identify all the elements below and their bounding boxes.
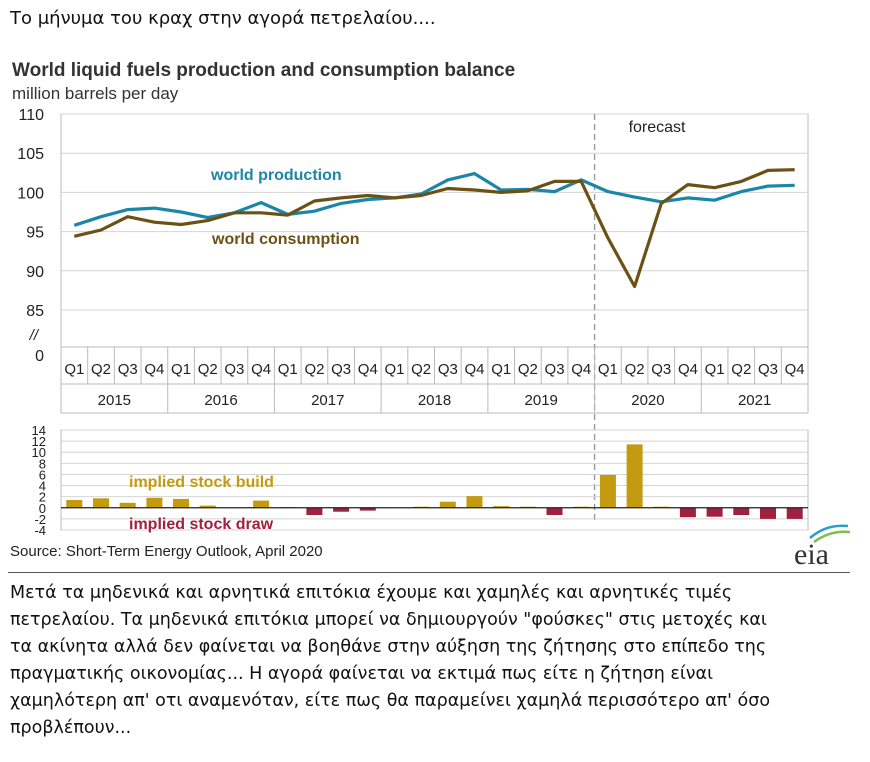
stock-bar <box>760 507 776 519</box>
eia-logo-text: eia <box>794 538 829 570</box>
stock-bar <box>253 500 270 508</box>
year-tick-label: 2021 <box>738 392 771 409</box>
quarter-tick-label: Q3 <box>651 361 671 378</box>
stock-bar <box>706 507 723 517</box>
quarter-tick-label: Q1 <box>171 361 191 378</box>
quarter-tick-label: Q1 <box>705 361 725 378</box>
post-body-line: προβλέπουν... <box>10 718 132 738</box>
world-production-line <box>73 172 795 227</box>
quarter-tick-label: Q3 <box>545 361 565 378</box>
quarter-tick-label: Q4 <box>571 361 591 378</box>
quarter-tick-label: Q4 <box>785 361 805 378</box>
quarter-tick-label: Q1 <box>384 361 404 378</box>
y-tick-label: 110 <box>18 107 44 124</box>
bar-y-tick-label: 0 <box>39 501 46 516</box>
stock-bar <box>359 507 376 511</box>
quarter-tick-label: Q3 <box>224 361 244 378</box>
bar-y-tick-label: 14 <box>32 423 46 438</box>
quarter-tick-label: Q2 <box>411 361 431 378</box>
bar-y-tick-label: -4 <box>34 523 46 538</box>
year-tick-label: 2018 <box>418 392 451 409</box>
post-body-line: πετρελαίου. Τα μηδενικά επιτόκια μπορεί … <box>10 610 767 630</box>
post-body-line: τα ακίνητα αλλά δεν φαίνεται να βοηθάνε … <box>10 637 767 657</box>
year-tick-label: 2019 <box>525 392 558 409</box>
quarter-tick-label: Q4 <box>251 361 271 378</box>
axis-break-mark: // <box>29 327 40 344</box>
eia-logo-arc-1 <box>809 524 849 539</box>
series-label-production: world production <box>210 167 342 184</box>
legend-stock-draw: implied stock draw <box>129 516 274 533</box>
quarter-tick-label: Q3 <box>758 361 778 378</box>
stock-bar <box>733 507 750 515</box>
stock-bar <box>786 507 803 519</box>
quarter-tick-label: Q4 <box>678 361 698 378</box>
post-body-line: χαμηλότερη απ' οτι αναμενόταν, είτε πως … <box>10 691 771 711</box>
stock-bar <box>199 505 216 508</box>
stock-bar <box>93 498 109 508</box>
quarter-tick-label: Q2 <box>518 361 538 378</box>
quarter-tick-label: Q1 <box>598 361 618 378</box>
eia-logo: eia <box>794 524 851 570</box>
stock-bar <box>146 497 163 508</box>
quarter-tick-label: Q3 <box>118 361 138 378</box>
year-tick-label: 2017 <box>311 392 344 409</box>
quarter-tick-label: Q4 <box>465 361 485 378</box>
quarter-tick-label: Q2 <box>198 361 218 378</box>
y-tick-label: 85 <box>26 303 44 320</box>
bar-y-tick-label: -2 <box>34 512 46 527</box>
y-tick-label: 0 <box>35 348 44 365</box>
y-tick-label: 95 <box>26 225 44 242</box>
post-body: Μετά τα μηδενικά και αρνητικά επιτόκια έ… <box>10 580 850 742</box>
chart-title: World liquid fuels production and consum… <box>12 60 516 81</box>
stock-bar <box>66 500 83 508</box>
y-tick-label: 105 <box>17 146 44 163</box>
stock-bar <box>306 507 323 515</box>
stock-bar <box>466 496 483 508</box>
quarter-tick-label: Q2 <box>731 361 751 378</box>
eia-logo-arc-2 <box>813 530 851 544</box>
quarter-tick-label: Q1 <box>491 361 511 378</box>
quarter-tick-label: Q4 <box>358 361 378 378</box>
y-tick-label: 90 <box>26 264 44 281</box>
stock-bar <box>626 444 643 508</box>
forecast-label: forecast <box>629 119 686 136</box>
quarter-tick-label: Q1 <box>278 361 298 378</box>
quarter-tick-label: Q4 <box>144 361 164 378</box>
divider <box>8 572 850 573</box>
year-tick-label: 2015 <box>98 392 131 409</box>
chart-source: Source: Short-Term Energy Outlook, April… <box>10 543 323 560</box>
bar-y-tick-label: 10 <box>32 445 46 460</box>
legend-stock-build: implied stock build <box>129 474 274 491</box>
post-body-line: πραγματικής οικονομίας... Η αγορά φαίνετ… <box>10 664 714 684</box>
bar-y-tick-label: 2 <box>39 490 46 505</box>
stock-bar <box>546 507 563 515</box>
year-tick-label: 2020 <box>631 392 664 409</box>
stock-bar <box>493 506 510 508</box>
quarter-tick-label: Q1 <box>64 361 84 378</box>
stock-bar <box>679 507 696 518</box>
quarter-tick-label: Q2 <box>91 361 111 378</box>
post-body-line: Μετά τα μηδενικά και αρνητικά επιτόκια έ… <box>10 583 733 603</box>
stock-bar <box>333 507 350 512</box>
series-label-consumption: world consumption <box>211 231 360 248</box>
bar-y-tick-label: 8 <box>39 456 46 471</box>
stock-bar <box>439 501 456 508</box>
bar-y-tick-label: 6 <box>39 467 46 482</box>
stock-bar <box>173 498 189 508</box>
quarter-tick-label: Q2 <box>625 361 645 378</box>
year-tick-label: 2016 <box>204 392 237 409</box>
quarter-tick-label: Q3 <box>438 361 458 378</box>
y-tick-label: 100 <box>17 185 44 202</box>
line-plot-frame <box>60 113 809 348</box>
bar-y-tick-label: 4 <box>39 479 46 494</box>
world-consumption-line <box>73 168 795 289</box>
post-heading: Το μήνυμα του κραχ στην αγορά πετρελαίου… <box>10 8 436 29</box>
quarter-tick-label: Q2 <box>304 361 324 378</box>
stock-bar <box>599 475 616 508</box>
chart-unit: million barrels per day <box>12 84 179 103</box>
stock-bar <box>119 502 136 508</box>
bar-y-tick-label: 12 <box>32 434 46 449</box>
quarter-tick-label: Q3 <box>331 361 351 378</box>
